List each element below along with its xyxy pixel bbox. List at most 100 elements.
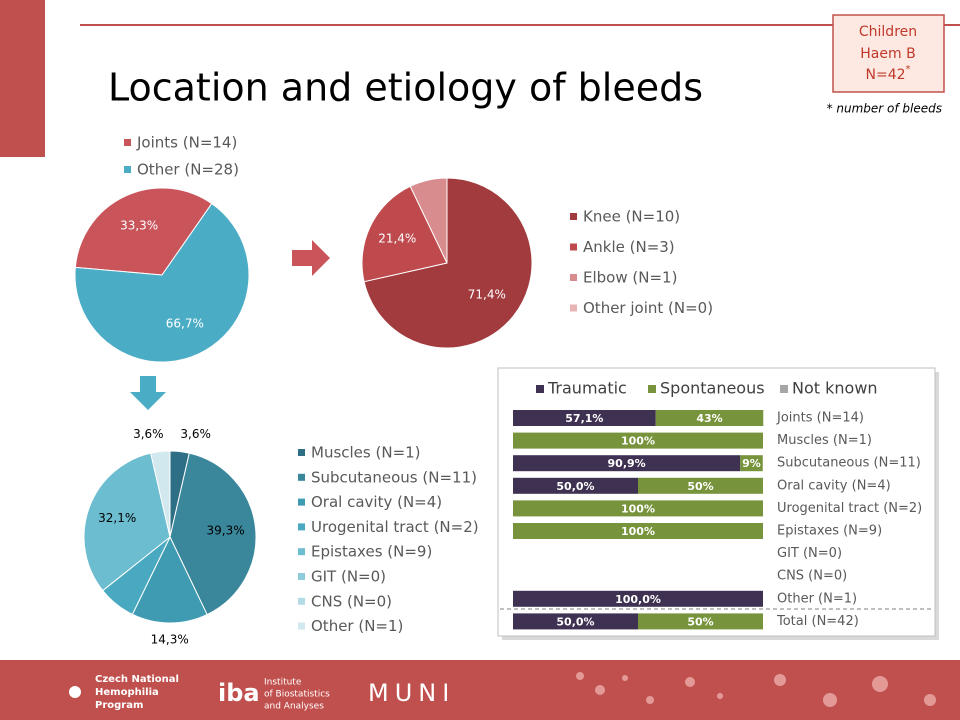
- bar-label: 50,0%: [556, 615, 594, 628]
- legend-label: Not known: [792, 379, 878, 398]
- footer: [0, 660, 960, 720]
- bar-segment: [513, 455, 741, 472]
- slide-title: Location and etiology of bleeds: [108, 66, 703, 110]
- bar-segment: [513, 613, 638, 630]
- logo-text: Czech National: [95, 674, 179, 685]
- pie-slice: [83, 452, 171, 592]
- category-label: Urogenital tract (N=2): [777, 501, 922, 516]
- legend-swatch: [298, 523, 305, 531]
- legend-label: Subcutaneous (N=11): [311, 468, 477, 486]
- logo-text: of Biostatistics: [264, 690, 330, 700]
- badge-line: Haem B: [860, 46, 915, 62]
- legend-label: Other (N=1): [311, 617, 403, 635]
- bar-label: 9%: [742, 457, 761, 470]
- category-label: Other (N=1): [777, 591, 857, 606]
- pie-slice: [131, 535, 208, 624]
- legend-label: Other joint (N=0): [583, 299, 713, 317]
- pie-slice: [361, 185, 448, 283]
- bar-label: 100%: [621, 435, 655, 448]
- legend-swatch: [298, 573, 305, 580]
- legend-swatch: [570, 304, 577, 312]
- legend-label: Elbow (N=1): [583, 269, 677, 287]
- footer-dots: [576, 672, 936, 707]
- legend-swatch: [298, 498, 305, 506]
- legend-label: Traumatic: [547, 379, 627, 398]
- slice-label: 66,7%: [166, 316, 204, 330]
- legend-label: Knee (N=10): [583, 208, 680, 226]
- slice-label: 3,6%: [180, 427, 211, 441]
- legend-label: Other (N=28): [137, 161, 239, 179]
- pie-slice: [169, 452, 257, 616]
- legend-swatch: [648, 385, 656, 393]
- category-label: Joints (N=14): [776, 411, 864, 426]
- bar-segment: [513, 500, 763, 517]
- category-label: Subcutaneous (N=11): [777, 456, 921, 471]
- badge: [832, 14, 945, 93]
- pie-slice: [363, 177, 533, 349]
- bar-segment: [513, 523, 763, 539]
- badge-line: N=42: [865, 67, 905, 83]
- arrow-right: [292, 240, 330, 276]
- badge-mark: *: [906, 64, 911, 75]
- bar-segment: [513, 477, 638, 494]
- category-label: Epistaxes (N=9): [777, 524, 882, 539]
- badge-line: N=42*: [865, 64, 910, 83]
- bar-segment: [638, 613, 763, 630]
- legend-label: GIT (N=0): [311, 568, 386, 586]
- slice-label: 33,3%: [120, 219, 158, 233]
- legend-swatch: [298, 597, 305, 605]
- logo-icon: [69, 686, 81, 698]
- slice-label: 71,4%: [468, 287, 506, 301]
- slice-label: 14,3%: [151, 633, 189, 647]
- legend-swatch: [536, 385, 544, 393]
- legend-swatch: [298, 473, 305, 481]
- legend-label: Muscles (N=1): [311, 444, 421, 462]
- legend-label: Spontaneous: [660, 379, 765, 398]
- corner-accent: [0, 0, 45, 157]
- category-label: Oral cavity (N=4): [777, 478, 891, 493]
- arrow-down: [130, 376, 166, 410]
- logo-text: iba: [218, 679, 260, 707]
- legend-swatch: [298, 548, 305, 556]
- logo-text: and Analyses: [264, 702, 324, 712]
- bar-label: 100%: [621, 502, 655, 515]
- logo-text: Institute: [264, 678, 302, 688]
- legend-label: Ankle (N=3): [583, 238, 675, 256]
- legend-swatch: [298, 622, 305, 630]
- slice-label: 3,6%: [133, 427, 164, 441]
- category-label: GIT (N=0): [777, 546, 842, 561]
- bar-segment: [655, 410, 764, 426]
- bar-segment: [513, 410, 656, 426]
- bar-label: 50%: [687, 615, 713, 628]
- legend-label: Oral cavity (N=4): [311, 493, 442, 511]
- legend-swatch: [570, 243, 577, 251]
- legend-label: Urogenital tract (N=2): [311, 518, 479, 536]
- badge-line: Children: [859, 24, 917, 40]
- category-label: CNS (N=0): [777, 569, 847, 584]
- legend-swatch: [780, 385, 788, 393]
- bar-segment: [513, 432, 763, 449]
- legend-swatch: [124, 139, 131, 146]
- legend-swatch: [570, 213, 577, 220]
- category-label: Muscles (N=1): [777, 433, 872, 448]
- bar-segment: [740, 455, 763, 472]
- bar-segment: [513, 590, 763, 607]
- slice-label: 32,1%: [98, 511, 136, 525]
- bar-segment: [638, 477, 763, 494]
- footnote: * number of bleeds: [827, 102, 942, 116]
- pie-slice: [409, 177, 448, 264]
- legend-label: Epistaxes (N=9): [311, 543, 432, 561]
- bar-label: 43%: [696, 412, 722, 425]
- bar-label: 100,0%: [615, 593, 661, 606]
- legend-label: Joints (N=14): [136, 134, 237, 152]
- bar-label: 90,9%: [608, 457, 646, 470]
- bar-label: 100%: [621, 525, 655, 538]
- legend-swatch: [298, 449, 305, 456]
- slice-label: 39,3%: [206, 523, 244, 537]
- bar-label: 57,1%: [565, 412, 603, 425]
- legend-label: CNS (N=0): [311, 592, 392, 610]
- bar-label: 50,0%: [556, 480, 594, 493]
- logo-text: MUNI: [368, 679, 455, 707]
- category-label: Total (N=42): [776, 614, 859, 629]
